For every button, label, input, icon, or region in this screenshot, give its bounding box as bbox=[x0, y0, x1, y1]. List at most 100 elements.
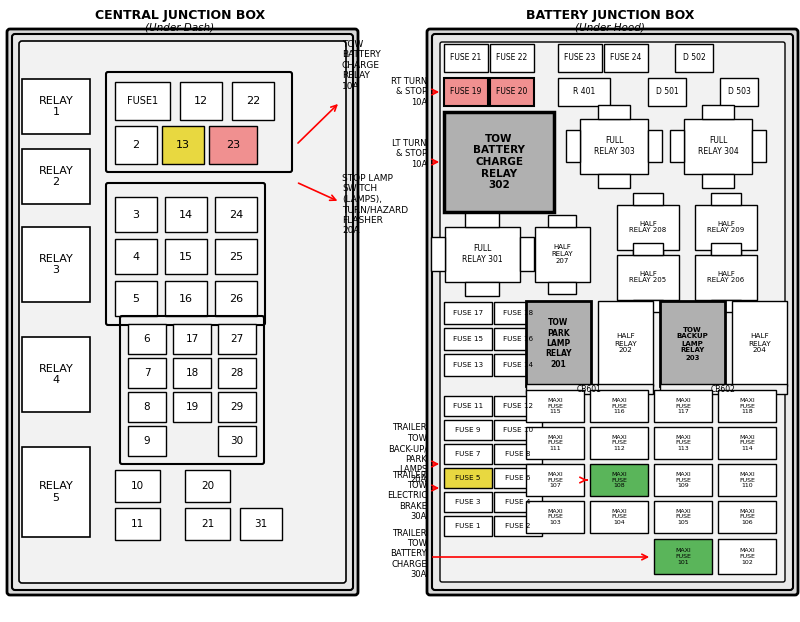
Bar bbox=[732, 301, 787, 386]
Bar bbox=[218, 324, 256, 354]
Bar bbox=[633, 249, 663, 261]
Bar bbox=[590, 464, 648, 496]
Text: MAXI
FUSE
104: MAXI FUSE 104 bbox=[611, 509, 627, 526]
Text: 9: 9 bbox=[144, 436, 150, 446]
Text: 13: 13 bbox=[176, 140, 190, 150]
Bar bbox=[128, 358, 166, 388]
Bar bbox=[660, 384, 787, 394]
FancyBboxPatch shape bbox=[19, 41, 346, 583]
Text: RELAY
5: RELAY 5 bbox=[38, 481, 74, 503]
Text: 28: 28 bbox=[230, 368, 244, 378]
Bar bbox=[115, 508, 160, 540]
Bar bbox=[115, 239, 157, 274]
Text: TRAILER
TOW
BACK-UP/
PARK
LAMPS
20A: TRAILER TOW BACK-UP/ PARK LAMPS 20A bbox=[388, 424, 427, 485]
Text: MAXI
FUSE
107: MAXI FUSE 107 bbox=[547, 471, 563, 488]
Text: FUSE 15: FUSE 15 bbox=[453, 336, 483, 342]
Bar bbox=[654, 464, 712, 496]
Text: MAXI
FUSE
114: MAXI FUSE 114 bbox=[739, 435, 755, 452]
Bar bbox=[604, 44, 648, 72]
Text: FUSE 7: FUSE 7 bbox=[455, 451, 481, 457]
Bar bbox=[590, 501, 648, 533]
Bar bbox=[633, 300, 663, 312]
Text: FUSE 9: FUSE 9 bbox=[455, 427, 481, 433]
Text: MAXI
FUSE
117: MAXI FUSE 117 bbox=[675, 397, 691, 414]
FancyBboxPatch shape bbox=[432, 34, 793, 590]
Text: HALF
RELAY
202: HALF RELAY 202 bbox=[614, 333, 637, 353]
Bar bbox=[590, 427, 648, 459]
Text: TOW
PARK
LAMP
RELAY
201: TOW PARK LAMP RELAY 201 bbox=[546, 318, 572, 369]
Text: MAXI
FUSE
106: MAXI FUSE 106 bbox=[739, 509, 755, 526]
Bar bbox=[115, 197, 157, 232]
Bar bbox=[128, 324, 166, 354]
Text: RELAY
4: RELAY 4 bbox=[38, 364, 74, 385]
Text: 23: 23 bbox=[226, 140, 240, 150]
Bar bbox=[526, 501, 584, 533]
Bar bbox=[215, 281, 257, 316]
Bar bbox=[695, 254, 757, 300]
Text: LT TURN
& STOP
10A: LT TURN & STOP 10A bbox=[393, 139, 427, 169]
Text: 4: 4 bbox=[133, 251, 139, 261]
Bar bbox=[598, 174, 630, 187]
Bar bbox=[494, 354, 542, 376]
Text: FUSE 14: FUSE 14 bbox=[503, 362, 533, 368]
Bar bbox=[670, 130, 684, 162]
Text: FUSE 18: FUSE 18 bbox=[503, 310, 533, 316]
Text: CB602: CB602 bbox=[711, 384, 736, 394]
Text: 3: 3 bbox=[133, 210, 139, 220]
Bar bbox=[444, 112, 554, 212]
Text: 22: 22 bbox=[246, 96, 260, 106]
Bar bbox=[526, 464, 584, 496]
Text: 17: 17 bbox=[186, 334, 198, 344]
Bar bbox=[215, 239, 257, 274]
Bar bbox=[180, 82, 222, 120]
Bar bbox=[558, 78, 610, 106]
Bar bbox=[752, 130, 766, 162]
Bar bbox=[660, 301, 725, 386]
Bar bbox=[526, 384, 653, 394]
Text: MAXI
FUSE
113: MAXI FUSE 113 bbox=[675, 435, 691, 452]
Text: FUSE 6: FUSE 6 bbox=[506, 475, 530, 481]
Bar bbox=[444, 302, 492, 324]
Text: FUSE 24: FUSE 24 bbox=[610, 53, 642, 62]
Text: 21: 21 bbox=[201, 519, 214, 529]
Text: HALF
RELAY
207: HALF RELAY 207 bbox=[551, 244, 573, 264]
Bar bbox=[444, 44, 488, 72]
Bar bbox=[22, 337, 90, 412]
Text: FULL
RELAY 304: FULL RELAY 304 bbox=[698, 136, 738, 156]
Bar bbox=[185, 470, 230, 502]
Text: 10: 10 bbox=[131, 481, 144, 491]
Text: 30: 30 bbox=[230, 436, 243, 446]
Text: D 503: D 503 bbox=[727, 88, 750, 96]
Bar bbox=[526, 427, 584, 459]
Bar bbox=[218, 358, 256, 388]
Text: MAXI
FUSE
103: MAXI FUSE 103 bbox=[547, 509, 563, 526]
Bar bbox=[711, 249, 741, 261]
Bar bbox=[128, 426, 166, 456]
Text: TOW
BATTERY
CHARGE
RELAY
302: TOW BATTERY CHARGE RELAY 302 bbox=[473, 134, 525, 190]
Text: FUSE 11: FUSE 11 bbox=[453, 403, 483, 409]
Bar bbox=[490, 78, 534, 106]
Bar bbox=[232, 82, 274, 120]
Bar bbox=[490, 44, 534, 72]
FancyBboxPatch shape bbox=[427, 29, 798, 595]
Bar bbox=[580, 119, 648, 174]
Bar bbox=[240, 508, 282, 540]
Bar bbox=[494, 444, 542, 464]
Text: 19: 19 bbox=[186, 402, 198, 412]
Bar bbox=[695, 205, 757, 249]
Text: RELAY
1: RELAY 1 bbox=[38, 96, 74, 118]
Text: MAXI
FUSE
111: MAXI FUSE 111 bbox=[547, 435, 563, 452]
Bar bbox=[534, 226, 590, 282]
Text: 18: 18 bbox=[186, 368, 198, 378]
Bar bbox=[465, 213, 499, 226]
Bar bbox=[444, 444, 492, 464]
Text: R 401: R 401 bbox=[573, 88, 595, 96]
Text: CB601: CB601 bbox=[577, 384, 602, 394]
Text: FUSE 19: FUSE 19 bbox=[450, 88, 482, 96]
Bar bbox=[215, 197, 257, 232]
Text: MAXI
FUSE
102: MAXI FUSE 102 bbox=[739, 548, 755, 565]
Bar bbox=[162, 126, 204, 164]
Text: RELAY
2: RELAY 2 bbox=[38, 165, 74, 187]
Bar bbox=[702, 104, 734, 119]
Text: D 501: D 501 bbox=[656, 88, 678, 96]
